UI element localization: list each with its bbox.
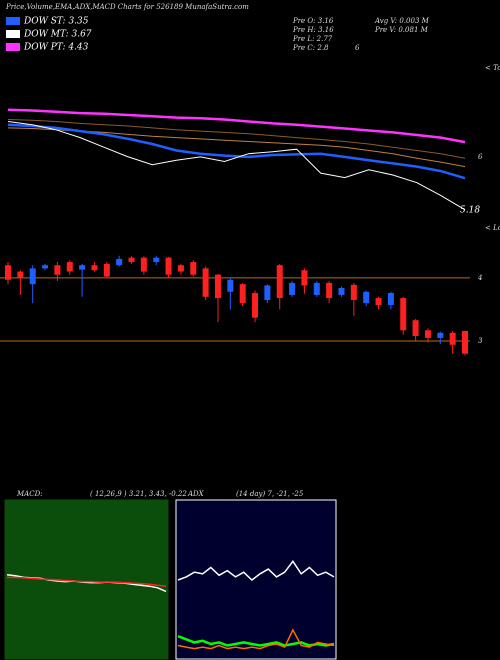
candle-body (202, 268, 209, 297)
candle-body (387, 293, 394, 306)
candle-body (375, 298, 382, 306)
adx-line (177, 560, 335, 581)
panel-title: MACD: (16, 490, 43, 498)
candle-body (264, 285, 271, 300)
candle-body (153, 257, 160, 263)
candle-body (165, 257, 172, 275)
candle-body (29, 268, 36, 285)
candle-body (54, 265, 61, 275)
candle-body (17, 271, 24, 278)
candle-body (239, 284, 246, 304)
candle-body (462, 330, 468, 354)
candle-body (437, 332, 444, 338)
candle-body (140, 257, 147, 272)
panel (175, 499, 337, 660)
candle-body (363, 291, 370, 304)
annotation: 5.18 (460, 206, 480, 216)
panel-note: < Lowe (485, 224, 500, 232)
legend-swatch (6, 17, 20, 25)
price-line (7, 123, 466, 180)
adx-line (177, 628, 335, 650)
candle-body (350, 284, 357, 300)
legend-label: DOW ST: 3.35 (23, 17, 89, 27)
y-tick-label: 4 (477, 274, 482, 282)
legend-swatch (6, 43, 20, 51)
volume-value: Avg V: 0.003 M (374, 17, 430, 25)
prev-value: Pre L: 2.77 (292, 35, 333, 43)
candle-body (128, 257, 135, 263)
prev-value: Pre H: 3.16 (292, 26, 334, 34)
candle-body (227, 279, 234, 292)
candle-body (313, 282, 320, 295)
candle-body (190, 262, 197, 275)
legend-label: DOW MT: 3.67 (23, 30, 92, 40)
candle-body (5, 265, 11, 280)
prev-value: Pre O: 3.16 (292, 17, 334, 25)
candle-body (424, 330, 431, 338)
prev-value: Pre C: 2.8 (292, 44, 329, 52)
candle-body (252, 293, 259, 318)
candle-body (103, 263, 110, 277)
candle-body (91, 265, 98, 271)
panel-title: ADX (187, 490, 205, 498)
candle-body (449, 332, 456, 345)
adx-line (177, 635, 335, 647)
panel-subtitle: ( 12,26,9 ) 3.21, 3.43, -0.22 (90, 490, 187, 498)
prev-extra: 6 (355, 44, 360, 52)
panel (4, 499, 169, 660)
candle-body (79, 265, 86, 270)
candle-body (276, 265, 283, 299)
page-title: Price,Volume,EMA,ADX,MACD Charts for 526… (5, 3, 249, 11)
y-tick-label: 6 (478, 153, 483, 161)
candle-body (214, 274, 221, 299)
candle-body (116, 258, 123, 266)
legend-label: DOW PT: 4.43 (23, 43, 89, 53)
candle-body (66, 262, 73, 272)
candle-body (326, 282, 333, 299)
candle-body (42, 265, 49, 269)
candle-body (338, 287, 345, 295)
candle-body (400, 298, 407, 331)
price-line (7, 121, 466, 211)
volume-value: Pre V: 0.081 M (374, 26, 429, 34)
price-line (7, 108, 466, 144)
candle-body (289, 282, 296, 295)
candle-body (301, 270, 308, 286)
panel-note: < Tope (485, 64, 500, 72)
y-tick-label: 3 (478, 337, 483, 345)
candle-body (177, 265, 184, 272)
candle-body (412, 320, 419, 336)
panel-subtitle: (14 day) 7, -21, -25 (236, 490, 304, 498)
legend-swatch (6, 30, 20, 38)
price-line (7, 119, 466, 159)
macd-line (7, 576, 167, 587)
